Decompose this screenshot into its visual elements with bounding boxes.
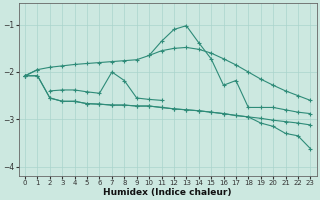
- X-axis label: Humidex (Indice chaleur): Humidex (Indice chaleur): [103, 188, 232, 197]
